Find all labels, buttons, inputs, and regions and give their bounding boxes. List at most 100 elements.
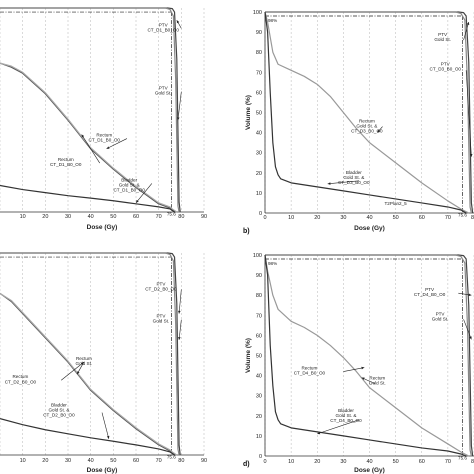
annotation-label: PTV (441, 61, 451, 66)
annotation-arrow (178, 319, 182, 340)
dvh-series-line (265, 254, 474, 457)
reference-dose-label: 75.6 (167, 455, 176, 460)
y-tick-label: 50 (256, 111, 262, 117)
annotation-arrowhead (327, 182, 331, 185)
y-tick-label: 0 (259, 454, 262, 460)
annotation-label: Bladder (51, 403, 67, 408)
annotation-arrow (135, 183, 153, 204)
annotation-arrowhead (468, 293, 472, 297)
y-tick-label: 20 (256, 414, 262, 420)
dvh-series-line (0, 292, 178, 456)
annotation-arrowhead (361, 377, 365, 380)
annotation-label: CT_D2_B0_O0 (43, 413, 75, 418)
x-tick-label: 20 (314, 215, 320, 221)
annotation-label: CT_D3_B0_O0 (351, 129, 383, 134)
annotation-arrowhead (106, 146, 110, 149)
annotation-label: PTV (156, 281, 166, 286)
reference-dose-label: 75.6 (167, 212, 176, 217)
annotation-arrow (106, 138, 128, 150)
annotation-arrowhead (469, 153, 473, 157)
annotation-arrowhead (81, 134, 85, 138)
x-tick-label: 0 (263, 215, 266, 221)
annotation-label: PTV (156, 314, 166, 319)
x-tick-label: 60 (133, 458, 139, 464)
y-tick-label: 80 (256, 50, 262, 56)
dvh-series-line (265, 11, 474, 214)
dvh-series-line (264, 11, 470, 214)
annotation-arrow (61, 361, 85, 381)
annotation-label: CT_D4_B0_O0 (294, 371, 326, 376)
annotation-label: Bladder (121, 177, 137, 182)
x-tick-label: 60 (419, 459, 425, 465)
annotation-arrow (178, 289, 182, 314)
annotation-label: Rectum (359, 119, 375, 124)
reference-volume-label: 98% (268, 18, 277, 23)
annotation-arrowhead (361, 366, 365, 370)
annotation-arrowhead (469, 336, 472, 340)
x-tick-label: 70 (445, 459, 451, 465)
dvh-series-line (0, 7, 181, 213)
x-tick-label: 40 (366, 459, 372, 465)
y-tick-label: 80 (256, 293, 262, 299)
annotation-label: Rectum (96, 133, 112, 138)
annotation-label: PTV (436, 311, 446, 316)
x-axis-label: Dose (Gy) (87, 467, 118, 474)
x-tick-label: 40 (366, 215, 372, 221)
dvh-series-line (264, 254, 470, 457)
annotation-label: Rectum (301, 366, 317, 371)
annotation-label: CT_D4_B0_O0 (330, 418, 362, 423)
annotation-arrowhead (178, 310, 181, 314)
annotation-arrowhead (80, 362, 84, 365)
x-tick-label: 30 (340, 459, 346, 465)
annotation-label: Bladder (338, 408, 354, 413)
x-tick-label: 40 (88, 214, 94, 220)
y-tick-label: 50 (256, 354, 262, 360)
x-tick-label: 0 (263, 459, 266, 465)
y-tick-label: 10 (256, 191, 262, 197)
x-tick-label: 80 (178, 458, 184, 464)
annotation-label: CT_D4_B0_O0 (414, 292, 446, 297)
dvh-series-line (264, 254, 467, 457)
annotation-label: Gold St. (432, 316, 449, 321)
annotation-arrowhead (317, 431, 321, 435)
y-tick-label: 20 (256, 171, 262, 177)
y-tick-label: 70 (256, 70, 262, 76)
annotation-arrow (317, 419, 360, 435)
annotation-label: Rectum (369, 376, 385, 381)
annotation-label: PTV (438, 32, 448, 37)
reference-volume-label: 98% (268, 261, 277, 266)
annotation-label: T2Plan2_5 (385, 201, 408, 206)
x-tick-label: 60 (419, 215, 425, 221)
y-tick-label: 10 (256, 434, 262, 440)
annotation-label: Gold St. (76, 361, 93, 366)
dvh-series-line (265, 11, 472, 214)
panel-label: b) (243, 228, 250, 235)
chart-panel-b: 0 10 20 30 40 50 60 70 80 0 10 20 30 40 50 60 70 80 90 100 D… (243, 10, 474, 235)
x-tick-label: 20 (42, 214, 48, 220)
annotation-label: Bladder (346, 170, 362, 175)
x-tick-label: 20 (314, 459, 320, 465)
y-tick-label: 90 (256, 30, 262, 36)
annotation-arrowhead (176, 20, 180, 24)
annotation-arrow (465, 70, 472, 157)
y-tick-label: 100 (253, 10, 262, 16)
annotation-arrow (101, 412, 110, 439)
y-tick-label: 40 (256, 374, 262, 380)
x-tick-label: 50 (110, 458, 116, 464)
panel-label: d) (243, 461, 250, 468)
annotation-arrow (463, 21, 470, 41)
annotation-label: CT_D3_B0_O0 (338, 180, 370, 185)
y-tick-label: 70 (256, 313, 262, 319)
x-tick-label: 70 (156, 214, 162, 220)
annotation-label: Gold St. & (356, 124, 377, 129)
annotation-arrowhead (136, 199, 139, 203)
annotation-label: Gold St. (155, 91, 172, 96)
x-tick-label: 20 (42, 458, 48, 464)
x-tick-label: 80 (178, 214, 184, 220)
annotation-label: CT_D2_B0_O0 (145, 286, 177, 291)
annotation-label: CT_D1_B0_O0 (113, 188, 145, 193)
dvh-series-line (0, 252, 180, 456)
dvh-series-line (0, 184, 175, 213)
annotation-arrowhead (377, 129, 381, 133)
